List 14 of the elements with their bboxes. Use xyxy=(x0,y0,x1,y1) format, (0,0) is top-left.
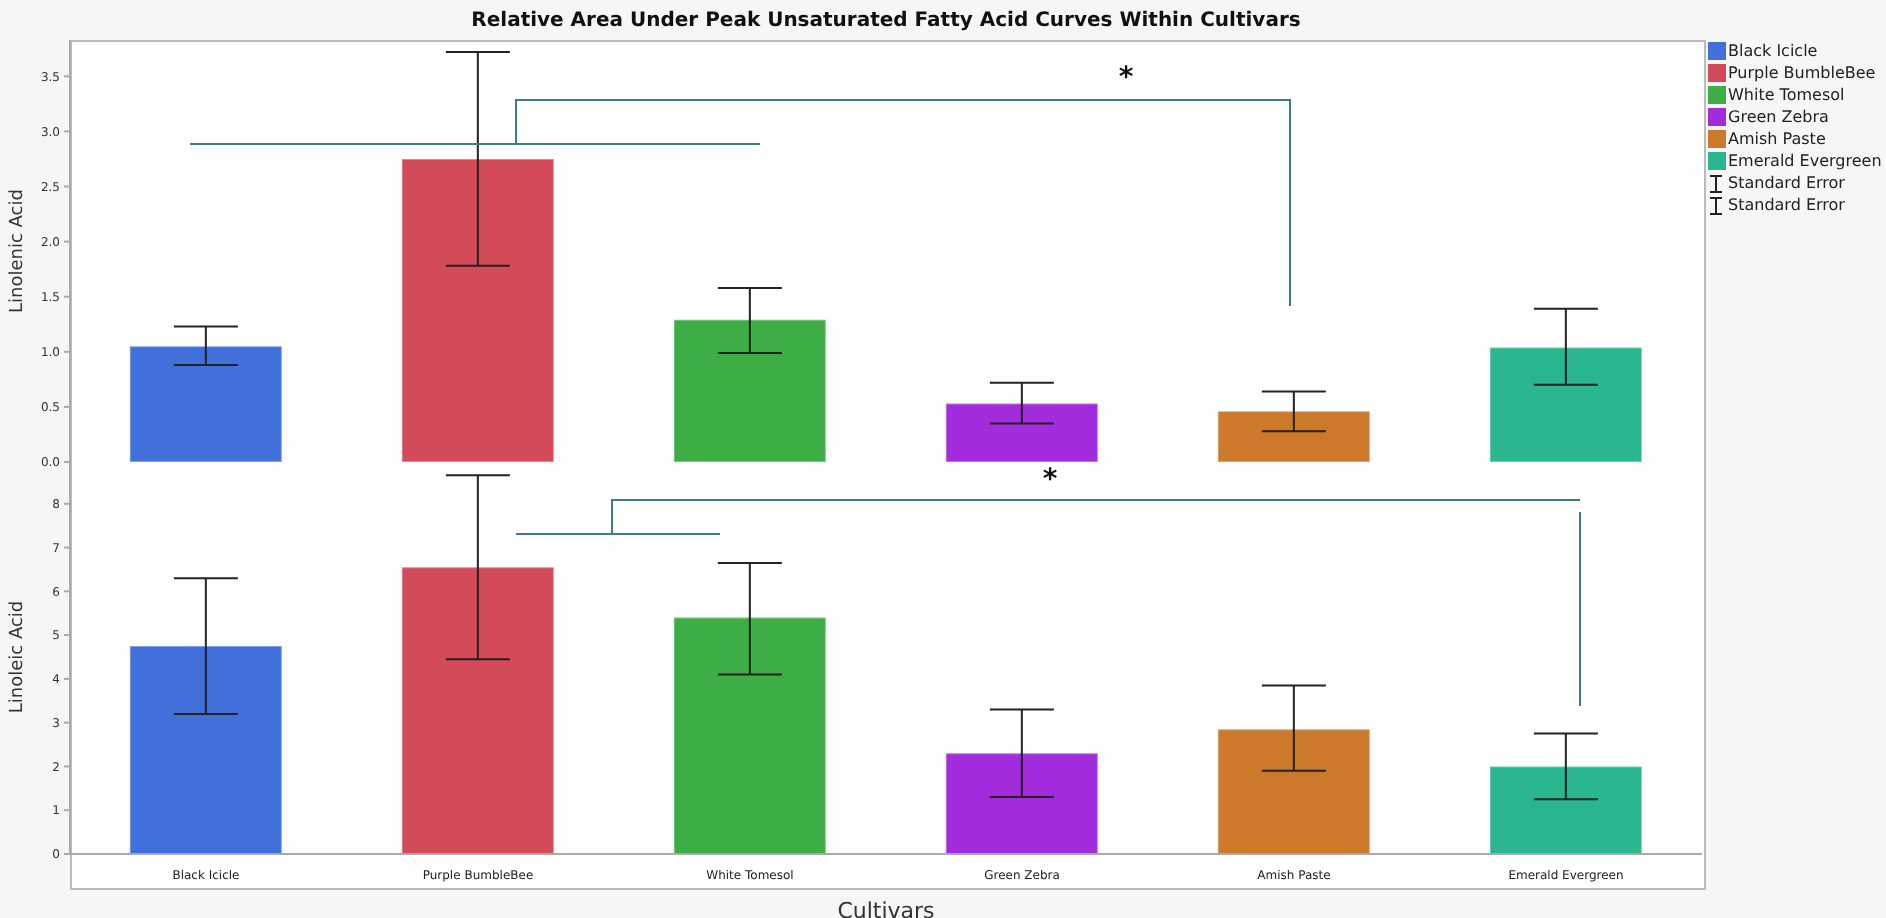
y-axis-title: Linolenic Acid xyxy=(8,189,29,313)
x-axis-title: Cultivars xyxy=(837,898,936,918)
annotation: * xyxy=(1042,464,1059,496)
legend-label: Emerald Evergreen xyxy=(1728,150,1882,172)
text: Standard Error xyxy=(1728,196,1845,214)
text: Standard Error xyxy=(1726,172,1847,194)
annotation: * xyxy=(1118,62,1135,94)
legend-label: Green Zebra xyxy=(1728,106,1829,128)
legend-label: White Tomesol xyxy=(1728,84,1845,106)
legend-label: Purple BumbleBee xyxy=(1728,62,1876,84)
legend-label: Amish Paste xyxy=(1728,128,1826,150)
legend-label: Black Icicle xyxy=(1728,40,1818,62)
y-axis-title: Linoleic Acid xyxy=(8,600,29,714)
chart-title: Relative Area Under Peak Unsaturated Fatty Acid Curves Within Cultivars xyxy=(469,10,1303,32)
